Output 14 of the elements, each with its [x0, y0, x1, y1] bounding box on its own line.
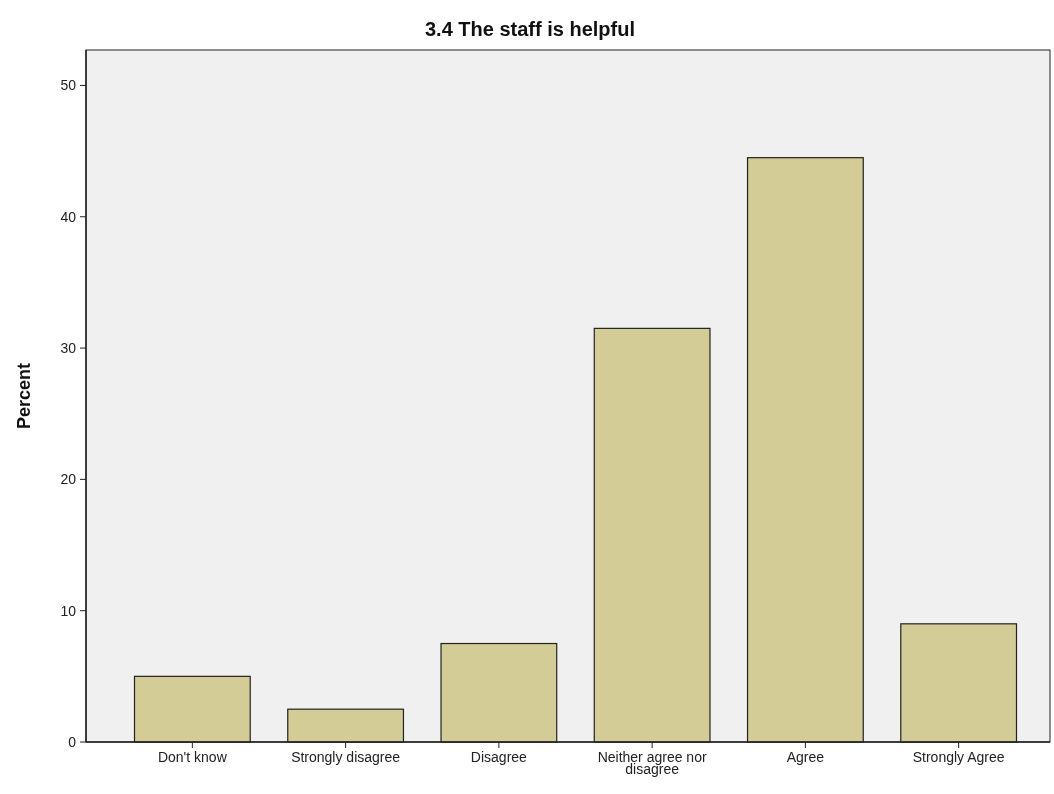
x-tick-label: Strongly disagree [291, 749, 401, 765]
x-tick-label: Don't know [157, 749, 228, 765]
x-tick-label: Neither agree nor disagree [597, 749, 707, 777]
y-tick-label: 20 [60, 471, 77, 488]
y-tick-label: 40 [60, 208, 77, 225]
y-tick-label: 50 [60, 77, 77, 94]
y-tick-label: 0 [68, 733, 77, 750]
x-tick-label: Agree [786, 749, 825, 765]
y-axis-title: Percent [14, 362, 34, 430]
x-tick-label: Disagree [470, 749, 528, 765]
y-tick-label: 10 [60, 602, 77, 619]
y-tick-label: 30 [60, 339, 77, 356]
chart-title: 3.4 The staff is helpful [424, 18, 636, 40]
x-tick-label: Strongly Agree [912, 749, 1005, 765]
